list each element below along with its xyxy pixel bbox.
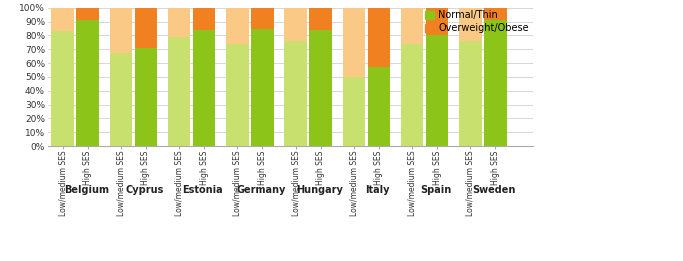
- Bar: [251, 8, 274, 29]
- Bar: [168, 8, 191, 37]
- Bar: [76, 20, 99, 146]
- Bar: [401, 8, 423, 44]
- Bar: [309, 30, 332, 146]
- Text: Cyprus: Cyprus: [126, 185, 164, 195]
- Bar: [226, 8, 249, 44]
- Bar: [459, 41, 482, 146]
- Bar: [284, 8, 307, 41]
- Bar: [401, 44, 423, 146]
- Text: Spain: Spain: [420, 185, 451, 195]
- Bar: [168, 37, 191, 146]
- Text: Hungary: Hungary: [296, 185, 343, 195]
- Text: Germany: Germany: [236, 185, 286, 195]
- Text: Estonia: Estonia: [182, 185, 223, 195]
- Bar: [135, 48, 157, 146]
- Bar: [51, 8, 74, 31]
- Bar: [343, 8, 365, 77]
- Bar: [284, 41, 307, 146]
- Bar: [459, 8, 482, 41]
- Text: Sweden: Sweden: [473, 185, 516, 195]
- Legend: Normal/Thin, Overweight/Obese: Normal/Thin, Overweight/Obese: [421, 7, 533, 37]
- Bar: [309, 8, 332, 30]
- Bar: [343, 77, 365, 146]
- Bar: [76, 8, 99, 20]
- Bar: [426, 8, 448, 35]
- Bar: [367, 8, 390, 67]
- Text: Belgium: Belgium: [64, 185, 109, 195]
- Bar: [367, 67, 390, 146]
- Bar: [135, 8, 157, 48]
- Bar: [484, 20, 507, 146]
- Bar: [426, 35, 448, 146]
- Bar: [193, 8, 215, 30]
- Bar: [51, 31, 74, 146]
- Text: Italy: Italy: [365, 185, 390, 195]
- Bar: [251, 29, 274, 146]
- Bar: [226, 44, 249, 146]
- Bar: [193, 30, 215, 146]
- Bar: [109, 8, 133, 54]
- Bar: [109, 54, 133, 146]
- Bar: [484, 8, 507, 20]
